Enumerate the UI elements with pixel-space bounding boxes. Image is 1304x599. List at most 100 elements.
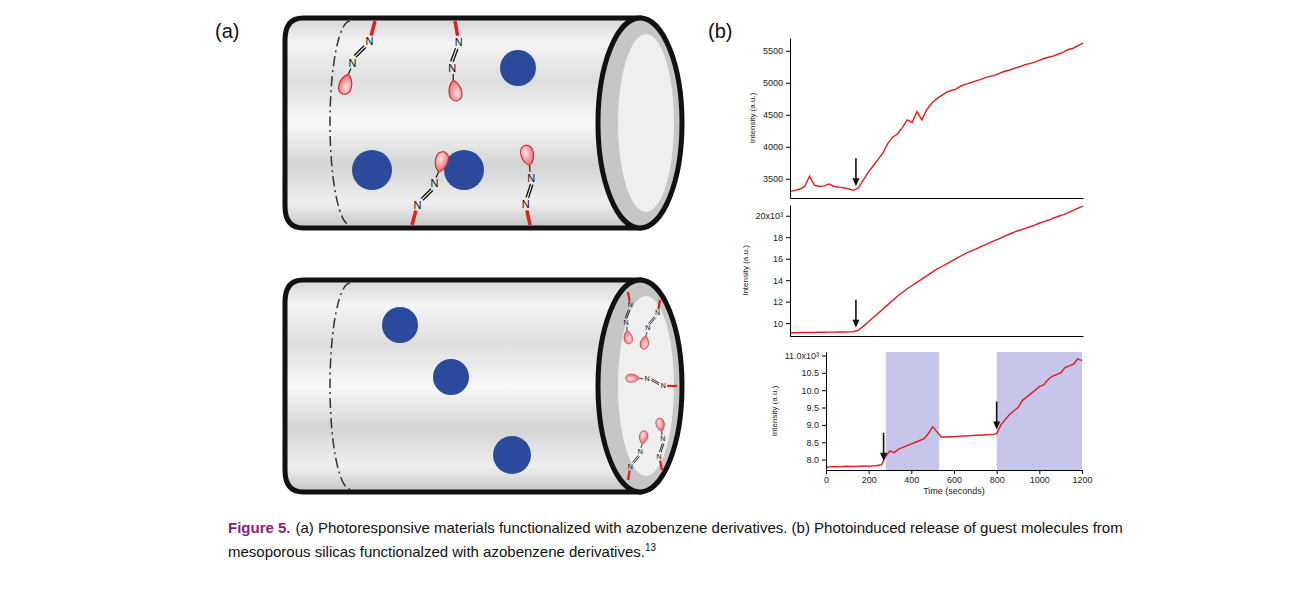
phenyl-group bbox=[623, 330, 634, 345]
tick-label: 20x10³ bbox=[755, 211, 783, 221]
y-tick: 4000 bbox=[763, 142, 790, 152]
y-tick: 10.0 bbox=[801, 386, 826, 396]
double-bond bbox=[659, 444, 665, 453]
y-tick: 9.5 bbox=[806, 403, 826, 413]
double-bond bbox=[648, 316, 654, 324]
tick-mark bbox=[826, 470, 827, 474]
tick-mark bbox=[822, 442, 826, 443]
tick-label: 10.5 bbox=[801, 368, 819, 378]
guest-molecule bbox=[433, 359, 469, 395]
x-axis: 020040060080010001200 bbox=[824, 470, 1093, 485]
tick-mark bbox=[786, 51, 790, 52]
arrow-head bbox=[852, 320, 859, 328]
plot-area bbox=[826, 352, 1082, 470]
x-axis bbox=[791, 336, 1084, 337]
linker bbox=[628, 292, 630, 302]
axis-line bbox=[790, 39, 791, 199]
guest-molecule bbox=[493, 436, 531, 474]
pore-entrance bbox=[330, 21, 350, 225]
tick-mark bbox=[786, 83, 790, 84]
tick-label: 11.0x10³ bbox=[785, 351, 819, 361]
tick-mark bbox=[786, 259, 790, 260]
tick-label: 8.0 bbox=[806, 455, 819, 465]
y-axis-title: Intensity (a.u.) bbox=[741, 245, 750, 296]
atom-label: N bbox=[431, 177, 439, 189]
azobenzene: NN bbox=[509, 144, 548, 226]
atom-label: N bbox=[638, 448, 643, 456]
intensity-line bbox=[826, 359, 1082, 467]
azobenzene: NN bbox=[407, 147, 450, 229]
arrow-shaft bbox=[855, 300, 857, 323]
atom-label: N bbox=[366, 35, 374, 47]
y-axis: 8.08.59.09.510.010.511.0x10³ bbox=[785, 351, 827, 471]
linker bbox=[667, 385, 677, 387]
y-tick: 14 bbox=[773, 276, 790, 286]
tick-mark bbox=[786, 302, 790, 303]
double-bond bbox=[634, 456, 640, 464]
y-axis-title: Intensity (a.u.) bbox=[770, 385, 779, 436]
plot-area bbox=[790, 43, 1083, 191]
double-bond bbox=[423, 189, 433, 202]
azobenzene: NN bbox=[639, 298, 663, 351]
atom-label: N bbox=[348, 57, 356, 69]
caption-line: Figure 5. (a) Photoresponsive materials f… bbox=[228, 519, 1123, 536]
double-bond bbox=[624, 310, 630, 318]
linker bbox=[455, 21, 458, 36]
arrow bbox=[852, 300, 859, 328]
figure: (a)(b)NNNNNNNNNNNNNNNNNN3500400045005000… bbox=[0, 0, 1304, 599]
y-tick: 4500 bbox=[763, 110, 790, 120]
azobenzene: NN bbox=[337, 16, 380, 98]
tick-mark bbox=[1039, 470, 1040, 474]
linker bbox=[412, 211, 416, 225]
tick-mark bbox=[911, 470, 912, 474]
arrow bbox=[880, 433, 887, 461]
tick-label: 1200 bbox=[1072, 475, 1092, 485]
tick-label: 14 bbox=[773, 276, 783, 286]
atom-label: N bbox=[645, 375, 650, 383]
atom-label: N bbox=[448, 62, 456, 74]
x-tick: 800 bbox=[990, 470, 1005, 485]
atom-label: N bbox=[661, 382, 666, 390]
caption-text: (a) Photoresponsive materials functional… bbox=[296, 519, 1123, 536]
tick-mark bbox=[786, 115, 790, 116]
illumination-period bbox=[997, 352, 1082, 470]
y-tick: 16 bbox=[773, 254, 790, 264]
bond bbox=[626, 327, 627, 331]
caption-text: mesoporous silicas functionalzed with az… bbox=[228, 543, 645, 560]
tick-label: 4500 bbox=[763, 110, 783, 120]
y-axis: 101214161820x10³ bbox=[755, 206, 790, 337]
phenyl-group bbox=[626, 374, 640, 382]
x-tick: 400 bbox=[904, 470, 919, 485]
chart-panel: 8.08.59.09.510.010.511.0x10³020040060080… bbox=[770, 351, 1092, 496]
x-tick: 1000 bbox=[1030, 470, 1050, 485]
axis-line bbox=[826, 353, 827, 471]
phenyl-group bbox=[639, 335, 650, 350]
y-tick: 11.0x10³ bbox=[785, 351, 826, 361]
pore-closed: NNNNNNNNNN bbox=[285, 280, 682, 492]
arrow bbox=[852, 158, 859, 186]
tick-mark bbox=[786, 147, 790, 148]
atom-label: N bbox=[522, 198, 530, 210]
caption-label: Figure 5. bbox=[228, 519, 291, 536]
phenyl-group bbox=[519, 144, 536, 167]
tick-label: 8.5 bbox=[806, 438, 819, 448]
tick-label: 3500 bbox=[763, 174, 783, 184]
tick-mark bbox=[786, 280, 790, 281]
pore-wall bbox=[285, 280, 640, 492]
intensity-line bbox=[790, 206, 1083, 333]
phenyl-group bbox=[655, 417, 666, 432]
pore-opening-inner bbox=[618, 296, 674, 476]
tick-mark bbox=[822, 390, 826, 391]
y-tick: 20x10³ bbox=[755, 211, 790, 221]
x-tick: 1200 bbox=[1072, 470, 1092, 485]
tick-mark bbox=[1082, 470, 1083, 474]
chart-panel: 35004000450050005500Intensity (a.u.) bbox=[748, 39, 1083, 199]
phenyl-group bbox=[638, 430, 649, 445]
tick-label: 800 bbox=[990, 475, 1005, 485]
tick-label: 10 bbox=[773, 318, 783, 328]
guest-molecule bbox=[500, 50, 536, 86]
bond bbox=[529, 166, 531, 172]
pore-wall bbox=[285, 18, 640, 228]
tick-label: 12 bbox=[773, 297, 783, 307]
linker bbox=[660, 460, 662, 470]
